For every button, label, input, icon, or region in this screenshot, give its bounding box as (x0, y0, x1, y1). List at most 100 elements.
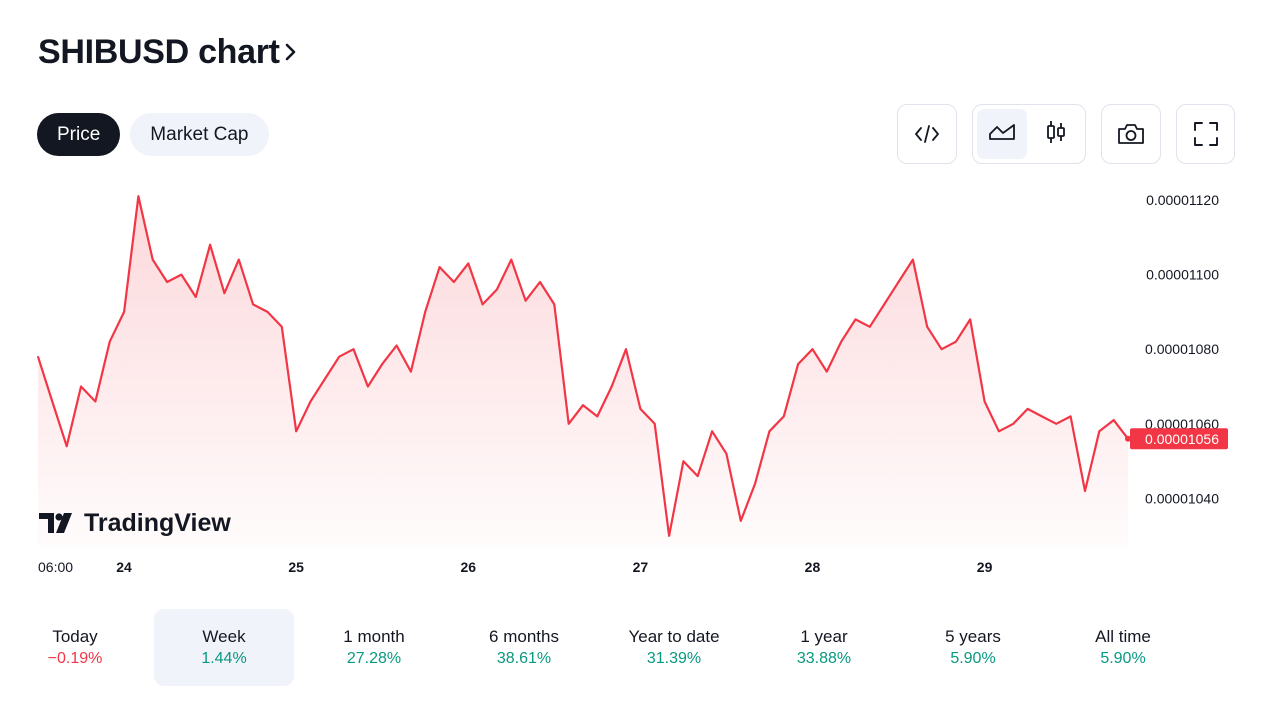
price-point (897, 281, 900, 283)
code-icon (914, 123, 940, 145)
price-point (137, 195, 140, 197)
price-point (539, 281, 541, 283)
price-point (1055, 423, 1058, 425)
tab-market-cap[interactable]: Market Cap (130, 113, 269, 156)
candles-style-button[interactable] (1031, 109, 1081, 159)
snapshot-button[interactable] (1101, 104, 1161, 164)
price-point (998, 430, 1000, 433)
price-point (410, 370, 412, 373)
price-point (481, 303, 484, 306)
period-button[interactable]: 1 year 33.88% (754, 609, 894, 686)
price-point (912, 258, 914, 261)
x-tick-label: 29 (977, 559, 993, 575)
price-point (955, 340, 957, 343)
price-point (424, 311, 427, 313)
tradingview-watermark: TradingView (39, 509, 231, 537)
price-point (668, 535, 670, 537)
price-point (37, 355, 39, 358)
price-point (1098, 430, 1101, 433)
last-price-dot (1125, 435, 1131, 442)
price-point (1069, 415, 1072, 418)
x-tick-label: 28 (805, 559, 821, 575)
price-point (180, 273, 183, 276)
price-chart[interactable]: 0.00001120 0.00001100 0.00001080 0.00001060… (0, 175, 1280, 585)
y-tick-label: 0.00001120 (1146, 192, 1219, 208)
price-point (869, 326, 871, 328)
period-label: 6 months (489, 626, 559, 646)
price-point (1012, 423, 1015, 425)
price-point (209, 243, 211, 246)
price-point (797, 363, 799, 365)
price-point (237, 258, 240, 261)
price-point (754, 482, 756, 485)
period-button[interactable]: 6 months 38.61% (454, 609, 594, 686)
price-point (883, 303, 885, 306)
price-point (1026, 408, 1029, 410)
price-point (295, 430, 297, 433)
period-label: Today (52, 626, 98, 646)
chevron-right-icon (284, 41, 298, 63)
period-button[interactable]: All time 5.90% (1053, 609, 1193, 686)
period-change: −0.19% (47, 649, 103, 667)
area-style-button[interactable] (977, 109, 1027, 159)
price-point (151, 258, 154, 261)
watermark-text: TradingView (84, 509, 231, 537)
period-label: 5 years (945, 626, 1001, 646)
price-point (352, 348, 355, 351)
price-point (166, 281, 168, 283)
period-label: All time (1095, 626, 1151, 646)
price-point (51, 400, 54, 403)
period-label: Year to date (628, 626, 720, 646)
y-tick-label: 0.00001080 (1145, 341, 1219, 357)
period-label: Week (202, 626, 246, 646)
price-point (926, 326, 929, 328)
period-button[interactable]: Week 1.44% (154, 609, 294, 686)
period-button[interactable]: 1 month 27.28% (304, 609, 444, 686)
candlestick-icon (1045, 119, 1067, 150)
price-point (123, 311, 125, 313)
x-tick-label: 27 (633, 559, 649, 575)
price-point (768, 430, 771, 433)
period-change: 5.90% (950, 649, 996, 667)
price-point (65, 445, 68, 448)
price-point (367, 385, 369, 388)
price-point (381, 363, 384, 365)
price-point (682, 460, 685, 462)
price-point (1041, 415, 1043, 418)
price-point (524, 299, 527, 302)
tab-price[interactable]: Price (37, 113, 121, 156)
price-point (811, 348, 814, 351)
period-button[interactable]: Year to date 31.39% (604, 609, 744, 686)
period-button[interactable]: 5 years 5.90% (903, 609, 1043, 686)
price-point (194, 296, 197, 298)
price-point (854, 318, 857, 321)
price-point (223, 292, 226, 295)
price-point (696, 475, 699, 477)
x-tick-label: 24 (116, 559, 132, 575)
fullscreen-button[interactable] (1176, 104, 1235, 164)
price-point (510, 258, 513, 261)
price-point (711, 430, 713, 433)
chart-style-toggle (972, 104, 1086, 164)
chart-type-tabs: Price Market Cap (37, 113, 269, 156)
camera-icon (1116, 122, 1146, 146)
period-button[interactable]: Today −0.19% (5, 609, 145, 686)
price-point (252, 303, 254, 306)
price-point (80, 385, 82, 388)
price-point (826, 370, 828, 373)
x-tick-label: 06:00 (38, 559, 73, 575)
price-point (496, 288, 498, 291)
price-point (324, 378, 326, 380)
price-point (940, 348, 943, 351)
y-tick-label: 0.00001040 (1145, 490, 1219, 506)
price-point (281, 326, 283, 328)
fullscreen-icon (1193, 121, 1219, 147)
period-change: 5.90% (1100, 649, 1146, 667)
embed-button[interactable] (897, 104, 957, 164)
chart-title-link[interactable]: SHIBUSD chart (38, 30, 298, 74)
area-chart-icon (988, 122, 1016, 147)
price-area (38, 196, 1128, 547)
price-point (625, 348, 627, 351)
price-point (438, 266, 441, 268)
performance-periods: Today −0.19% Week 1.44% 1 month 27.28% 6 month… (37, 609, 1237, 686)
